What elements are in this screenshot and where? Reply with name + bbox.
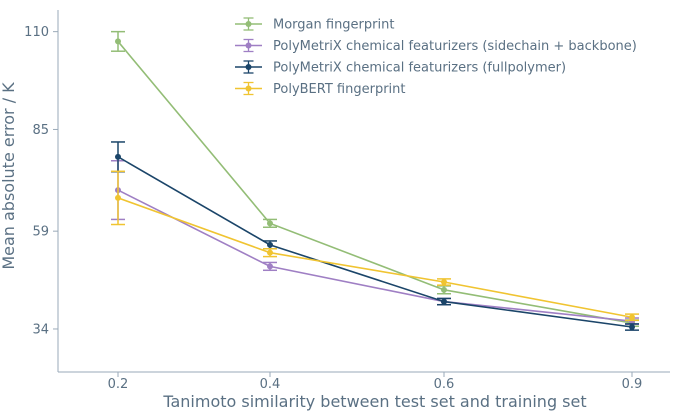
legend-marker	[245, 85, 252, 92]
legend-entry: PolyMetriX chemical featurizers (sidecha…	[235, 38, 637, 54]
series-line	[117, 156, 633, 328]
x-axis-ticks: 0.2 0.4 0.6 0.9	[108, 372, 643, 392]
series-line	[117, 40, 633, 324]
y-axis-label: Mean absolute error / K	[0, 82, 18, 270]
series-3	[111, 141, 639, 331]
legend-entry: PolyBERT fingerprint	[235, 81, 406, 97]
series-line	[117, 197, 633, 319]
data-point	[441, 298, 447, 305]
series-layer	[111, 30, 639, 331]
y-tick-label: 59	[32, 225, 49, 240]
y-tick-label: 110	[24, 25, 49, 40]
legend-label: PolyMetriX chemical featurizers (fullpol…	[273, 61, 566, 76]
y-tick-label: 85	[32, 123, 49, 138]
data-point	[267, 220, 273, 227]
x-tick-label: 0.6	[434, 377, 455, 392]
legend: Morgan fingerprint PolyMetriX chemical fe…	[235, 17, 637, 97]
x-axis-label: Tanimoto similarity between test set and…	[162, 392, 586, 411]
data-point	[115, 153, 121, 160]
legend-marker	[245, 64, 252, 70]
legend-entry: PolyMetriX chemical featurizers (fullpol…	[235, 60, 566, 76]
x-tick-label: 0.9	[622, 377, 643, 392]
legend-label: PolyBERT fingerprint	[273, 82, 406, 97]
y-axis-ticks: 110 85 59 34	[24, 25, 58, 337]
data-point	[115, 38, 121, 45]
series-1	[111, 30, 639, 327]
series-line	[117, 189, 633, 322]
legend-marker	[245, 21, 252, 27]
legend-entry: Morgan fingerprint	[235, 17, 394, 33]
data-point	[629, 324, 635, 331]
legend-label: Morgan fingerprint	[273, 18, 394, 33]
y-tick-label: 34	[32, 322, 49, 337]
legend-label: PolyMetriX chemical featurizers (sidecha…	[273, 39, 637, 54]
data-point	[267, 263, 273, 270]
data-point	[629, 314, 635, 321]
series-2	[111, 159, 639, 326]
data-point	[115, 194, 121, 201]
data-point	[441, 279, 447, 286]
data-point	[267, 249, 273, 256]
data-point	[267, 241, 273, 248]
data-point	[441, 286, 447, 293]
x-tick-label: 0.4	[260, 377, 281, 392]
legend-marker	[245, 42, 252, 49]
x-tick-label: 0.2	[108, 377, 129, 392]
series-4	[111, 170, 639, 322]
